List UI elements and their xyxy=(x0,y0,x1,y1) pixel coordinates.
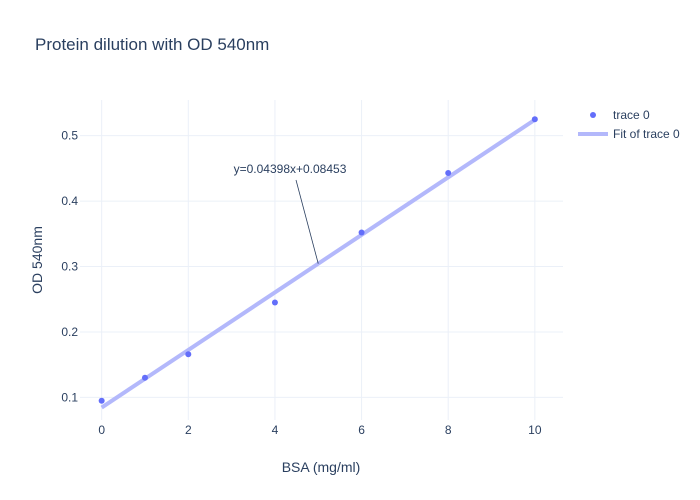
x-tick-label: 8 xyxy=(445,423,452,437)
y-tick-label: 0.4 xyxy=(61,194,78,208)
y-tick-label: 0.1 xyxy=(61,390,78,404)
chart-title: Protein dilution with OD 540nm xyxy=(35,35,269,54)
legend-label: Fit of trace 0 xyxy=(613,127,680,141)
axis-layer: 0 2 4 6 8 10 0.1 0.2 0.3 0.4 0.5 xyxy=(61,129,542,437)
data-point xyxy=(531,116,538,123)
x-tick-label: 2 xyxy=(185,423,192,437)
y-axis-title: OD 540nm xyxy=(29,226,45,294)
x-tick-label: 6 xyxy=(358,423,365,437)
legend-marker xyxy=(590,112,596,118)
data-point xyxy=(358,229,365,236)
data-point xyxy=(185,351,192,358)
x-axis-title: BSA (mg/ml) xyxy=(282,459,361,475)
legend-label: trace 0 xyxy=(613,108,650,122)
x-tick-label: 0 xyxy=(98,423,105,437)
annotation-layer: y=0.04398x+0.08453 xyxy=(234,162,347,264)
legend-item[interactable]: trace 0 xyxy=(590,108,650,122)
annotation-arrow xyxy=(295,179,319,264)
data-point xyxy=(98,397,105,404)
x-tick-label: 4 xyxy=(272,423,279,437)
y-tick-label: 0.5 xyxy=(61,129,78,143)
data-point xyxy=(271,299,278,306)
data-point xyxy=(141,374,148,381)
legend[interactable]: trace 0 Fit of trace 0 xyxy=(578,108,680,141)
legend-item[interactable]: Fit of trace 0 xyxy=(578,127,680,141)
y-tick-label: 0.3 xyxy=(61,260,78,274)
grid-layer xyxy=(80,100,563,420)
annotation-text: y=0.04398x+0.08453 xyxy=(234,162,347,176)
x-tick-label: 10 xyxy=(528,423,542,437)
y-tick-label: 0.2 xyxy=(61,325,78,339)
data-point xyxy=(445,169,452,176)
